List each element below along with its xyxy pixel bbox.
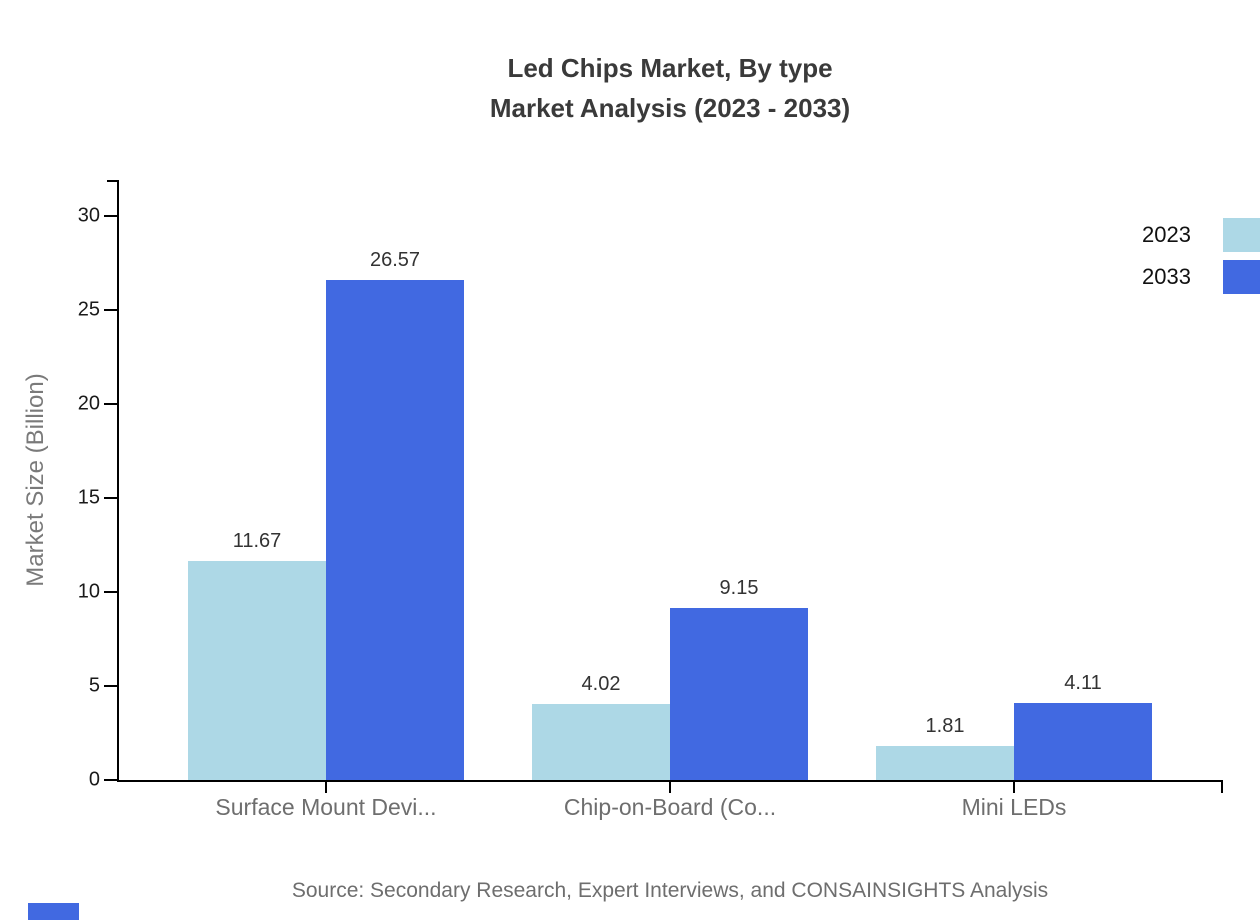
- legend-label: 2033: [1142, 264, 1191, 289]
- bar-2033: [670, 608, 808, 780]
- y-tick-label: 10: [77, 580, 100, 603]
- y-axis-line: [117, 180, 119, 782]
- legend-item-2033: 2033: [1142, 260, 1260, 294]
- category-label: Chip-on-Board (Co...: [563, 794, 777, 820]
- chart-title: Led Chips Market, By type Market Analysi…: [118, 48, 1222, 128]
- y-tick-label: 15: [77, 486, 100, 509]
- chart-title-line1: Led Chips Market, By type: [507, 53, 833, 83]
- category-label: Mini LEDs: [961, 794, 1067, 820]
- legend-label: 2023: [1142, 222, 1191, 247]
- bar-value-label: 1.81: [925, 715, 965, 737]
- bar-2023: [188, 561, 326, 780]
- brand-mark: [28, 903, 79, 920]
- y-tick-mark: [104, 685, 118, 687]
- y-tick-label: 0: [88, 768, 100, 791]
- bar-2033: [326, 280, 464, 780]
- chart-title-line2: Market Analysis (2023 - 2033): [489, 93, 851, 123]
- bar-value-label: 11.67: [232, 530, 282, 552]
- y-tick-mark: [104, 403, 118, 405]
- x-tick-mark: [325, 781, 327, 793]
- y-tick-label: 25: [77, 298, 100, 321]
- bar-value-label: 9.15: [719, 577, 759, 599]
- bar-value-label: 4.11: [1064, 672, 1102, 694]
- legend: 2023 2033: [1142, 218, 1260, 302]
- y-tick-mark: [104, 309, 118, 311]
- bar-value-label: 4.02: [581, 673, 621, 695]
- y-axis-top-cap: [107, 180, 119, 182]
- bar-2023: [532, 704, 670, 780]
- y-tick-label: 20: [77, 392, 100, 415]
- bar-2033: [1014, 703, 1152, 780]
- source-attribution: Source: Secondary Research, Expert Inter…: [291, 879, 1049, 902]
- legend-swatch: [1223, 218, 1260, 252]
- y-tick-mark: [104, 591, 118, 593]
- y-tick-mark: [104, 779, 118, 781]
- legend-swatch: [1223, 260, 1260, 294]
- x-tick-mark: [1013, 781, 1015, 793]
- y-tick-label: 30: [77, 204, 100, 227]
- category-label: Surface Mount Devi...: [215, 794, 437, 820]
- x-tick-mark: [669, 781, 671, 793]
- bar-value-label: 26.57: [369, 249, 421, 271]
- y-tick-mark: [104, 497, 118, 499]
- y-tick-mark: [104, 215, 118, 217]
- x-axis-end-cap: [1221, 780, 1223, 793]
- y-tick-label: 5: [88, 674, 100, 697]
- bar-2023: [876, 746, 1014, 780]
- legend-item-2023: 2023: [1142, 218, 1260, 252]
